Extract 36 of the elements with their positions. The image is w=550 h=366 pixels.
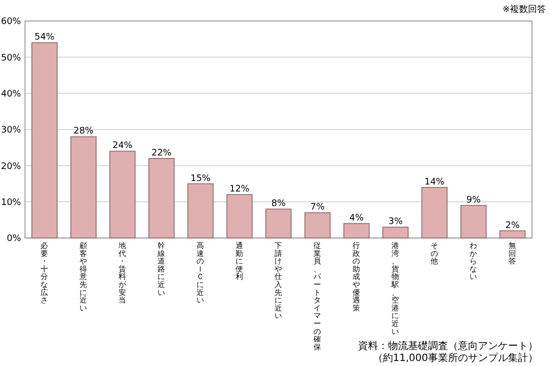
y-tick-label: 0%: [6, 234, 22, 244]
text: 資料：物流基礎調査（意向アンケート）: [358, 340, 538, 352]
data-label: 3%: [388, 217, 404, 228]
data-label: 22%: [151, 148, 172, 158]
bar: [187, 183, 214, 238]
bar: [226, 194, 253, 238]
data-label: 12%: [229, 184, 250, 195]
y-tick-label: 10%: [0, 198, 22, 208]
data-label: 7%: [310, 202, 326, 213]
data-label: 14%: [424, 177, 445, 188]
data-label: 15%: [190, 174, 211, 184]
data-label: 28%: [73, 126, 94, 137]
y-tick-label: 30%: [0, 126, 22, 136]
bar: [460, 205, 487, 238]
bar: [499, 230, 526, 238]
text: ※複数回答: [502, 4, 546, 15]
bar: [382, 226, 409, 238]
bar: [31, 42, 58, 238]
data-label: 2%: [505, 220, 520, 231]
bar: [70, 136, 97, 238]
bar: [109, 150, 136, 238]
y-tick-label: 50%: [0, 53, 22, 64]
text: （約11,000事業所のサンプル集計）: [373, 352, 538, 364]
data-label: 9%: [466, 195, 482, 206]
data-label: 24%: [112, 141, 133, 152]
bar: [148, 158, 175, 238]
y-tick-label: 60%: [0, 17, 22, 28]
bar: [421, 186, 448, 238]
data-label: 8%: [271, 199, 286, 210]
data-label: 4%: [349, 214, 364, 224]
data-label: 54%: [34, 32, 55, 43]
bar: [304, 212, 331, 238]
bar: [343, 223, 370, 238]
y-tick-label: 40%: [0, 89, 22, 100]
bar: [265, 208, 292, 238]
y-tick-label: 20%: [0, 162, 22, 172]
